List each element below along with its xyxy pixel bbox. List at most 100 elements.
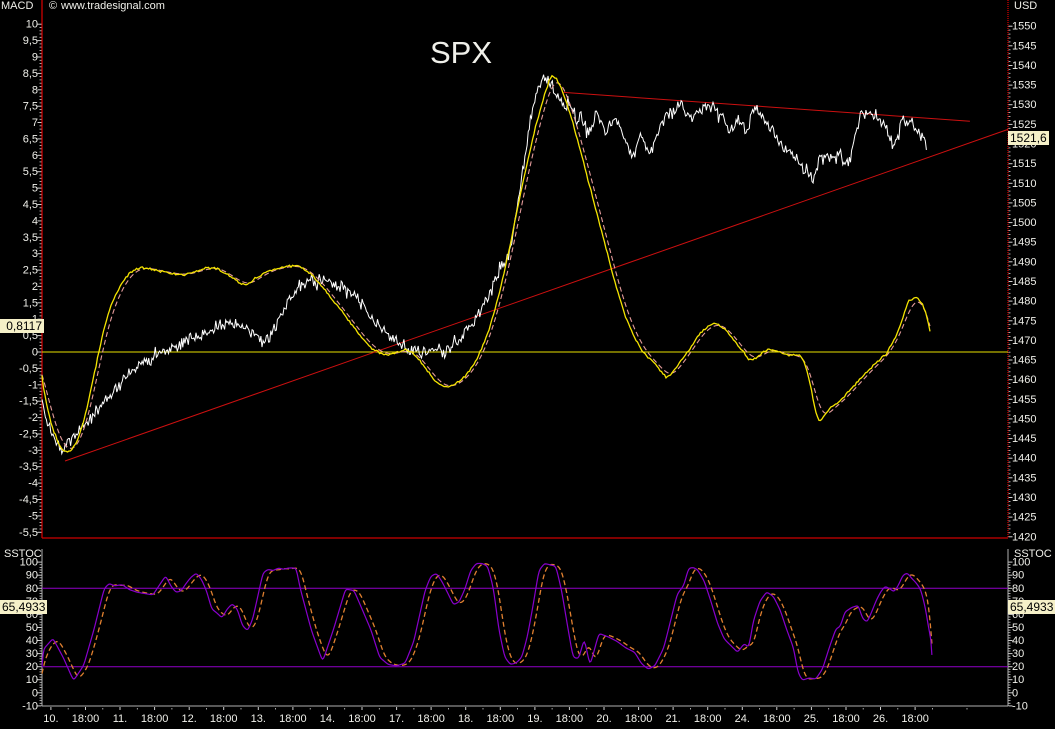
svg-text:1425: 1425	[1012, 512, 1036, 524]
svg-text:1445: 1445	[1012, 433, 1036, 445]
svg-text:13.: 13.	[251, 713, 266, 725]
svg-text:8,5: 8,5	[23, 68, 38, 80]
svg-text:50: 50	[1012, 622, 1024, 634]
svg-text:-10: -10	[22, 700, 38, 712]
svg-text:90: 90	[26, 570, 38, 582]
svg-text:©: ©	[49, 0, 57, 12]
svg-text:1455: 1455	[1012, 394, 1036, 406]
svg-text:17.: 17.	[389, 713, 404, 725]
svg-text:-5: -5	[28, 510, 38, 522]
svg-text:18:00: 18:00	[763, 713, 791, 725]
svg-text:1540: 1540	[1012, 60, 1036, 72]
svg-text:10.: 10.	[43, 713, 58, 725]
svg-text:-3,5: -3,5	[19, 461, 38, 473]
svg-text:-1: -1	[28, 379, 38, 391]
svg-text:1,5: 1,5	[23, 297, 38, 309]
svg-text:1495: 1495	[1012, 237, 1036, 249]
svg-text:1475: 1475	[1012, 315, 1036, 327]
svg-text:18:00: 18:00	[487, 713, 515, 725]
svg-text:40: 40	[26, 635, 38, 647]
svg-text:SPX: SPX	[430, 35, 492, 70]
svg-text:18:00: 18:00	[556, 713, 584, 725]
svg-text:-10: -10	[1012, 700, 1028, 712]
svg-text:21.: 21.	[665, 713, 680, 725]
svg-text:6: 6	[32, 150, 38, 162]
svg-text:8: 8	[32, 84, 38, 96]
svg-text:1435: 1435	[1012, 472, 1036, 484]
svg-text:www.tradesignal.com: www.tradesignal.com	[60, 0, 165, 12]
svg-text:20: 20	[26, 661, 38, 673]
svg-text:90: 90	[1012, 570, 1024, 582]
svg-text:1480: 1480	[1012, 296, 1036, 308]
svg-text:0: 0	[1012, 687, 1018, 699]
svg-text:3,5: 3,5	[23, 232, 38, 244]
svg-text:100: 100	[20, 557, 38, 569]
svg-text:USD: USD	[1014, 0, 1037, 12]
svg-text:1460: 1460	[1012, 374, 1036, 386]
svg-text:18:00: 18:00	[348, 713, 376, 725]
svg-text:18:00: 18:00	[279, 713, 307, 725]
svg-text:-2,5: -2,5	[19, 429, 38, 441]
svg-text:18:00: 18:00	[832, 713, 860, 725]
svg-text:100: 100	[1012, 557, 1030, 569]
svg-text:3: 3	[32, 248, 38, 260]
svg-text:11.: 11.	[113, 713, 127, 725]
svg-text:30: 30	[1012, 648, 1024, 660]
svg-text:9,5: 9,5	[23, 35, 38, 47]
svg-text:40: 40	[1012, 635, 1024, 647]
svg-text:1545: 1545	[1012, 40, 1036, 52]
svg-text:9: 9	[32, 52, 38, 64]
svg-text:26.: 26.	[873, 713, 888, 725]
svg-text:18:00: 18:00	[141, 713, 169, 725]
svg-text:7: 7	[32, 117, 38, 129]
svg-text:4: 4	[32, 215, 38, 227]
svg-text:1490: 1490	[1012, 256, 1036, 268]
svg-text:25.: 25.	[804, 713, 819, 725]
svg-text:1450: 1450	[1012, 413, 1036, 425]
svg-text:80: 80	[1012, 583, 1024, 595]
svg-text:18:00: 18:00	[210, 713, 238, 725]
svg-text:5: 5	[32, 183, 38, 195]
svg-text:1420: 1420	[1012, 531, 1036, 543]
svg-text:0: 0	[32, 687, 38, 699]
svg-text:-4,5: -4,5	[19, 494, 38, 506]
svg-text:1440: 1440	[1012, 453, 1036, 465]
svg-text:19.: 19.	[527, 713, 542, 725]
svg-text:5,5: 5,5	[23, 166, 38, 178]
svg-text:7,5: 7,5	[23, 101, 38, 113]
svg-text:1530: 1530	[1012, 99, 1036, 111]
svg-text:30: 30	[26, 648, 38, 660]
svg-text:2,5: 2,5	[23, 265, 38, 277]
svg-text:10: 10	[26, 674, 38, 686]
svg-text:-3: -3	[28, 445, 38, 457]
svg-text:-2: -2	[28, 412, 38, 424]
svg-text:10: 10	[1012, 674, 1024, 686]
svg-text:10: 10	[26, 19, 38, 31]
svg-text:14.: 14.	[320, 713, 335, 725]
svg-text:1535: 1535	[1012, 80, 1036, 92]
svg-text:6,5: 6,5	[23, 133, 38, 145]
svg-text:0: 0	[32, 347, 38, 359]
svg-text:18:00: 18:00	[625, 713, 653, 725]
svg-text:1470: 1470	[1012, 335, 1036, 347]
svg-text:2: 2	[32, 281, 38, 293]
svg-text:1465: 1465	[1012, 355, 1036, 367]
svg-text:18:00: 18:00	[72, 713, 100, 725]
svg-text:1515: 1515	[1012, 158, 1036, 170]
svg-text:20.: 20.	[596, 713, 611, 725]
svg-text:1430: 1430	[1012, 492, 1036, 504]
svg-text:1500: 1500	[1012, 217, 1036, 229]
svg-text:-1,5: -1,5	[19, 396, 38, 408]
svg-text:20: 20	[1012, 661, 1024, 673]
svg-text:18.: 18.	[458, 713, 473, 725]
svg-text:12.: 12.	[182, 713, 197, 725]
svg-text:24.: 24.	[735, 713, 750, 725]
svg-text:1550: 1550	[1012, 21, 1036, 33]
svg-text:-5,5: -5,5	[19, 527, 38, 539]
svg-text:4,5: 4,5	[23, 199, 38, 211]
svg-text:1505: 1505	[1012, 197, 1036, 209]
svg-text:-0,5: -0,5	[19, 363, 38, 375]
svg-text:1510: 1510	[1012, 178, 1036, 190]
svg-text:18:00: 18:00	[417, 713, 445, 725]
svg-text:-4: -4	[28, 478, 38, 490]
